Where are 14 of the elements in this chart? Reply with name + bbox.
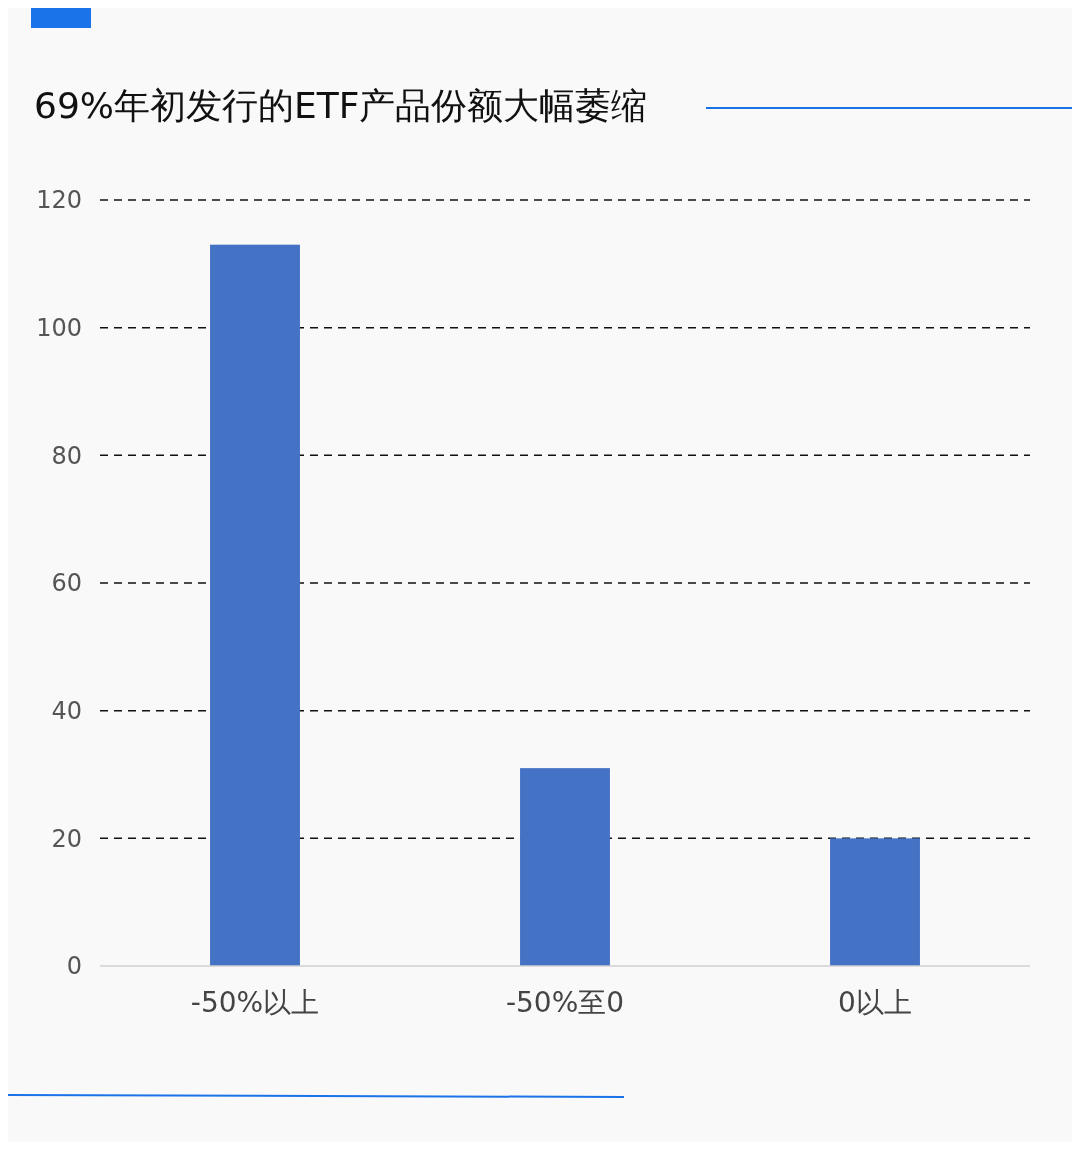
y-tick-label: 120 <box>36 186 82 215</box>
y-tick-label: 0 <box>66 952 82 981</box>
x-tick-label: 0以上 <box>838 986 912 1019</box>
x-tick-label: -50%以上 <box>190 986 320 1019</box>
y-tick-label: 60 <box>51 569 82 598</box>
bar <box>210 244 300 966</box>
bar <box>520 768 610 966</box>
x-tick-label: -50%至0 <box>505 986 625 1019</box>
y-tick-label: 80 <box>51 441 82 470</box>
y-tick-label: 40 <box>51 697 82 726</box>
y-tick-label: 100 <box>36 314 82 343</box>
bar <box>830 838 920 966</box>
y-tick-label: 20 <box>51 824 82 853</box>
chart-title: 69%年初发行的ETF产品份额大幅萎缩 <box>34 85 648 126</box>
